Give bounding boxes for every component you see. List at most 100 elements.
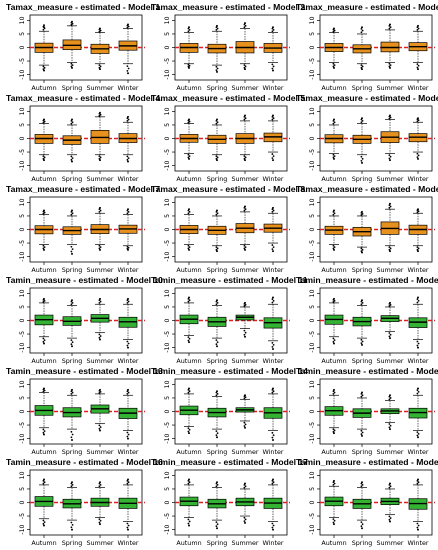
outlier-point xyxy=(389,26,392,29)
y-tick-label: 5 xyxy=(164,305,171,309)
x-tick-label: Spring xyxy=(352,539,373,547)
y-tick-label: 10 xyxy=(19,198,26,206)
panel-title: Tamax_measure - estimated - Model 3 xyxy=(296,2,438,12)
x-tick-label: Winter xyxy=(117,448,138,456)
box-summer xyxy=(90,481,110,526)
box-autumn xyxy=(324,388,344,435)
outlier-point xyxy=(388,426,391,429)
x-tick-label: Autumn xyxy=(176,448,201,456)
outlier-point xyxy=(188,120,191,123)
outlier-point xyxy=(271,301,274,304)
outlier-point xyxy=(43,389,46,392)
outlier-point xyxy=(244,521,246,524)
outlier-point xyxy=(272,387,274,390)
outlier-point xyxy=(271,391,274,394)
outlier-point xyxy=(332,521,335,524)
outlier-point xyxy=(361,117,363,120)
y-tick-label: 0 xyxy=(19,409,26,413)
outlier-point xyxy=(416,156,419,159)
outlier-point xyxy=(215,28,218,31)
boxplot-svg: -10 -5 0 5 10 Autumn Spring Summer Winter xyxy=(19,105,145,183)
boxplot-panel: Tamin_measure - estimated - Model 18 -10-… xyxy=(296,457,438,548)
outlier-point xyxy=(188,64,191,67)
outlier-point xyxy=(244,159,246,162)
x-tick-label: Spring xyxy=(207,448,228,456)
outlier-point xyxy=(389,520,391,523)
outlier-point xyxy=(332,392,335,395)
outlier-point xyxy=(361,391,363,394)
outlier-point xyxy=(188,428,191,431)
x-tick-label: Winter xyxy=(117,175,138,183)
outlier-point xyxy=(333,157,335,160)
x-tick-label: Autumn xyxy=(176,539,201,547)
outlier-point xyxy=(127,115,129,118)
y-tick-label: -5 xyxy=(19,513,26,519)
outlier-point xyxy=(243,305,246,307)
outlier-point xyxy=(99,388,101,391)
outlier-point xyxy=(389,247,392,250)
outlier-point xyxy=(244,24,247,27)
box-winter xyxy=(408,387,428,439)
outlier-point xyxy=(99,113,102,116)
outlier-point xyxy=(99,338,101,341)
outlier-point xyxy=(216,432,219,435)
outlier-point xyxy=(244,426,246,429)
outlier-point xyxy=(216,156,219,159)
outlier-point xyxy=(272,26,274,29)
y-tick-label: 0 xyxy=(309,227,316,231)
outlier-point xyxy=(361,68,363,71)
outlier-point xyxy=(216,250,218,253)
outlier-point xyxy=(99,390,102,393)
outlier-point xyxy=(42,340,45,343)
outlier-point xyxy=(215,394,218,397)
outlier-point xyxy=(243,26,246,29)
outlier-point xyxy=(216,301,219,304)
outlier-point xyxy=(244,423,247,426)
x-tick-label: Spring xyxy=(62,448,83,456)
outlier-point xyxy=(126,212,129,215)
boxplot-panel: Tamin_measure - estimated - Model 13 -10-… xyxy=(6,366,163,457)
outlier-point xyxy=(243,421,246,424)
boxplot-svg: -10 -5 0 5 10 Autumn Spring Summer Winter xyxy=(309,287,435,365)
x-tick-label: Autumn xyxy=(31,175,56,183)
y-tick-label: 5 xyxy=(309,396,316,400)
y-tick-label: 10 xyxy=(309,16,316,24)
outlier-point xyxy=(389,485,392,488)
box-summer xyxy=(235,22,255,71)
x-tick-label: Autumn xyxy=(321,539,346,547)
box-autumn xyxy=(179,387,199,435)
outlier-point xyxy=(127,437,129,440)
box-summer xyxy=(380,394,400,431)
outlier-point xyxy=(98,485,101,488)
boxplot-panel: Tamin_measure - estimated - Model 10 -10-… xyxy=(6,275,163,366)
outlier-point xyxy=(215,246,218,249)
outlier-point xyxy=(98,114,101,117)
outlier-point xyxy=(127,481,130,484)
y-tick-label: 5 xyxy=(164,396,171,400)
outlier-point xyxy=(216,481,218,484)
boxplot-svg: -10 -5 0 5 10 Autumn Spring Summer Winter xyxy=(309,14,435,92)
outlier-point xyxy=(70,339,73,342)
outlier-point xyxy=(244,248,246,251)
y-tick-label: 5 xyxy=(19,487,26,491)
y-tick-label: 0 xyxy=(164,136,171,140)
x-tick-label: Spring xyxy=(352,266,373,274)
panel-title: Tamin_measure - estimated - Model 15 xyxy=(296,366,438,376)
x-tick-label: Summer xyxy=(376,448,403,456)
outlier-point xyxy=(216,212,219,215)
y-tick-label: 0 xyxy=(164,227,171,231)
outlier-point xyxy=(361,157,364,160)
outlier-point xyxy=(360,395,363,398)
outlier-point xyxy=(71,252,73,255)
outlier-point xyxy=(215,122,218,125)
box-autumn xyxy=(179,208,199,251)
outlier-point xyxy=(244,114,246,117)
x-tick-label: Winter xyxy=(262,539,283,547)
boxplot-svg: -10 -5 0 5 10 Autumn Spring Summer Winter xyxy=(164,105,290,183)
outlier-point xyxy=(417,247,420,250)
outlier-point xyxy=(360,521,363,524)
box-spring xyxy=(207,24,227,73)
box-summer xyxy=(90,388,110,432)
box-winter xyxy=(263,114,283,162)
